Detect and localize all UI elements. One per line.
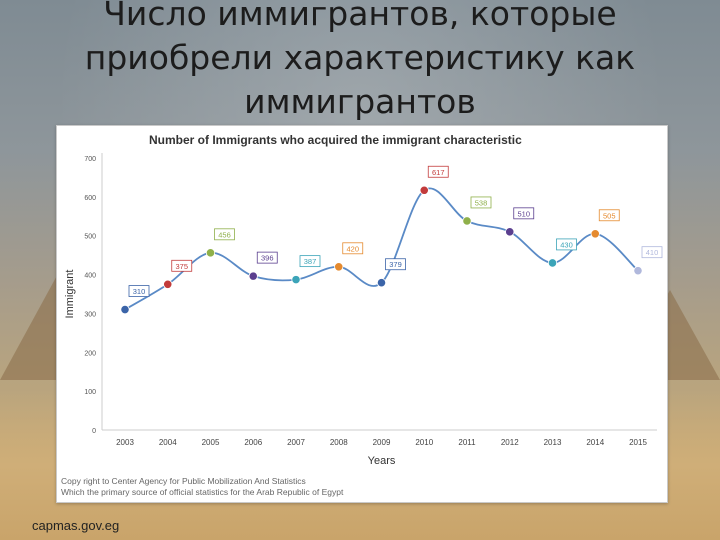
y-tick-label: 700 [84, 156, 96, 163]
x-tick-label: 2005 [202, 438, 220, 447]
data-label-box [598, 209, 620, 222]
data-label-box [470, 196, 492, 209]
data-label-box [299, 255, 321, 268]
x-tick-label: 2009 [373, 438, 391, 447]
chart-title: Number of Immigrants who acquired the im… [149, 133, 522, 147]
y-tick-label: 400 [84, 273, 96, 280]
footer-url: capmas.gov.eg [32, 518, 120, 533]
data-label: 410 [646, 248, 659, 257]
data-label: 430 [560, 240, 573, 249]
y-axis-label: Immigrant [64, 270, 76, 319]
data-point [547, 258, 558, 268]
data-point [163, 279, 173, 289]
data-label: 420 [346, 244, 359, 253]
data-point [462, 216, 472, 226]
x-tick-label: 2006 [244, 438, 262, 447]
data-point [120, 304, 130, 315]
y-tick-label: 100 [84, 389, 96, 396]
data-point [248, 271, 258, 281]
data-label-box [171, 259, 193, 272]
data-label: 617 [432, 168, 445, 177]
data-label: 538 [475, 198, 488, 207]
line-chart: Number of Immigrants who acquired the im… [64, 133, 663, 467]
data-label-box [513, 207, 535, 220]
x-tick-label: 2015 [629, 438, 647, 447]
data-label: 396 [261, 254, 274, 263]
data-point [419, 185, 429, 195]
data-label: 375 [175, 262, 188, 271]
data-point [633, 266, 643, 276]
data-label: 310 [133, 287, 146, 296]
data-label: 379 [389, 260, 402, 269]
source-line-2: Which the primary source of official sta… [61, 487, 344, 497]
data-label: 456 [218, 230, 231, 239]
data-point [205, 248, 216, 258]
data-point [590, 229, 600, 239]
data-label-box [256, 251, 278, 264]
x-tick-label: 2010 [415, 438, 433, 447]
data-label-box [214, 228, 235, 241]
x-tick-label: 2008 [330, 438, 348, 447]
source-line-1: Copy right to Center Agency for Public M… [61, 476, 306, 486]
data-label-box [385, 258, 406, 271]
data-label-box [641, 246, 663, 259]
data-point [291, 275, 301, 285]
data-label: 505 [603, 211, 616, 220]
data-point [334, 262, 344, 272]
y-tick-label: 500 [84, 234, 96, 241]
data-label-box [427, 165, 449, 178]
data-label-box [128, 285, 150, 297]
x-tick-label: 2004 [159, 438, 177, 447]
x-tick-label: 2013 [544, 438, 562, 447]
slide-title: Число иммигрантов, которые приобрели хар… [84, 0, 636, 121]
data-label: 387 [304, 257, 317, 266]
chart-panel: Number of Immigrants who acquired the im… [56, 125, 668, 503]
x-tick-label: 2014 [586, 438, 604, 447]
y-tick-label: 200 [84, 350, 96, 357]
y-tick-label: 600 [84, 195, 96, 202]
y-tick-label: 0 [92, 428, 96, 435]
data-point [376, 278, 387, 288]
data-label-box [556, 238, 577, 251]
data-label: 510 [517, 209, 530, 218]
x-axis-label: Years [368, 455, 396, 467]
y-tick-label: 300 [84, 311, 96, 318]
data-label-box [342, 242, 364, 255]
x-tick-label: 2003 [116, 438, 134, 447]
data-point [505, 227, 515, 237]
x-tick-label: 2011 [458, 438, 476, 447]
x-tick-label: 2012 [501, 438, 519, 447]
x-tick-label: 2007 [287, 438, 305, 447]
